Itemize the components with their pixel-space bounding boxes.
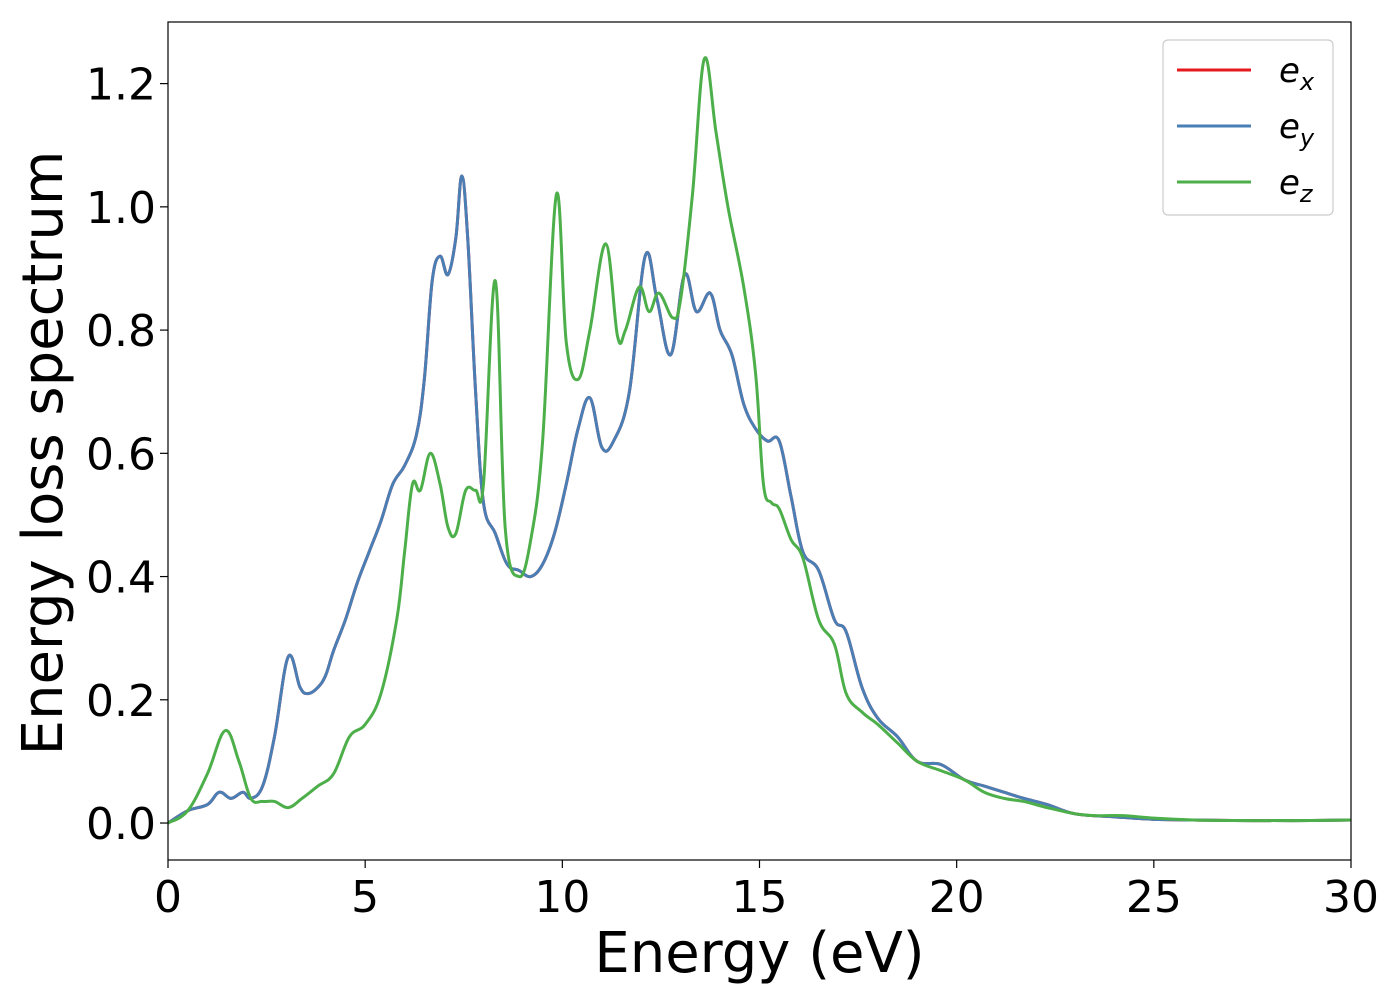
y-tick-label: 0.2	[86, 676, 156, 727]
series-line-ey	[168, 174, 1351, 825]
x-tick-label: 10	[534, 872, 590, 923]
legend-label-subscript: x	[1299, 68, 1315, 96]
y-tick-label: 1.2	[86, 60, 156, 111]
x-tick-label: 5	[351, 872, 379, 923]
x-tick-label: 0	[154, 872, 182, 923]
y-tick-label: 1.0	[86, 183, 156, 234]
x-tick-label: 20	[929, 872, 985, 923]
x-axis-title: Energy (eV)	[594, 921, 924, 986]
series-line-ex	[168, 174, 1351, 825]
y-tick-label: 0.4	[86, 553, 156, 604]
y-tick-label: 0.6	[86, 429, 156, 480]
legend-label-subscript: y	[1299, 124, 1315, 152]
x-tick-label: 30	[1323, 872, 1379, 923]
legend-label-subscript: z	[1299, 180, 1314, 208]
x-tick-label: 25	[1126, 872, 1182, 923]
axes: 0 5 10 15 20 25 300.00.20.40.60.81.01.2Energy …	[11, 21, 1379, 986]
y-tick-label: 0.8	[86, 306, 156, 357]
y-tick-label: 0.0	[86, 799, 156, 850]
y-axis-title: Energy loss spectrum	[11, 151, 76, 756]
plot-area	[168, 56, 1351, 825]
x-tick-label: 15	[732, 872, 788, 923]
series-line-ez	[168, 56, 1351, 825]
